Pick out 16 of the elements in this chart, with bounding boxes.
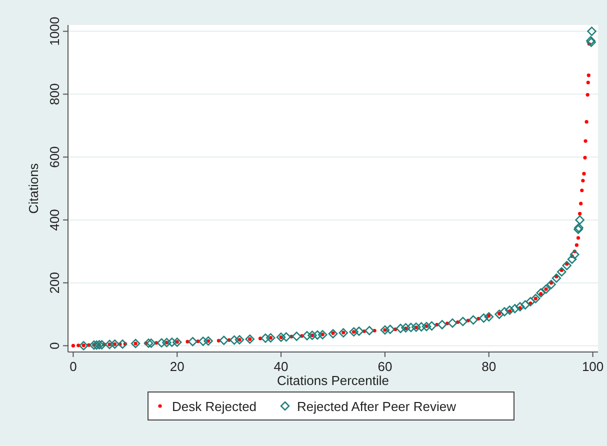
x-tick-label: 20 [170, 359, 184, 374]
y-axis-title: Citations [26, 162, 41, 214]
x-tick-label: 100 [582, 359, 604, 374]
y-tick-label: 0 [47, 342, 62, 350]
y-tick-label: 600 [47, 146, 62, 168]
legend-label: Desk Rejected [172, 399, 257, 414]
x-axis-title: Citations Percentile [277, 373, 389, 388]
y-tick-label: 1000 [47, 16, 62, 46]
x-tick-label: 40 [274, 359, 288, 374]
x-tick-label: 80 [482, 359, 496, 374]
y-tick-label: 400 [47, 209, 62, 231]
x-tick-label: 0 [70, 359, 77, 374]
y-tick-label: 200 [47, 272, 62, 294]
y-tick-label: 800 [47, 83, 62, 106]
legend-label: Rejected After Peer Review [297, 399, 457, 414]
x-tick-label: 60 [378, 359, 392, 374]
